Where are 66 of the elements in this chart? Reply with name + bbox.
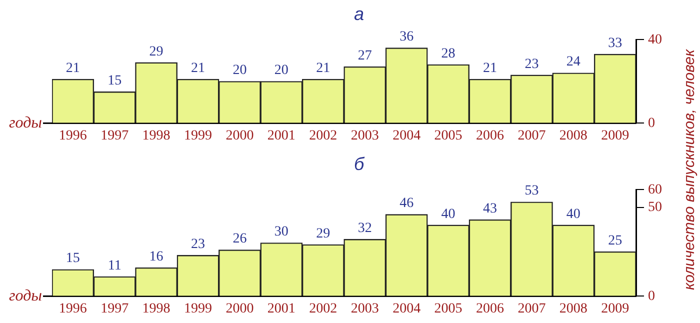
x-tick-label: 2007 [518,301,546,316]
x-tick-label: 2005 [434,128,462,144]
data-label: 27 [358,48,372,64]
x-tick-label: 1998 [142,301,170,316]
data-label: 32 [358,221,372,236]
x-tick-label: 2000 [226,128,254,144]
x-tick-label: 1999 [184,301,212,316]
data-label: 40 [566,206,580,222]
x-tick-label: 2002 [309,301,338,316]
data-label: 21 [316,60,330,76]
y-tick-label: 50 [648,200,662,216]
data-label: 16 [149,249,164,264]
data-label: 40 [441,206,456,222]
data-label: 24 [566,54,580,70]
y-axis-title: количество выпускников, человек [681,48,698,292]
x-tick-label: 2004 [392,301,421,316]
x-axis-title: годы [9,287,42,304]
chart-title: б [354,154,365,174]
x-tick-label: 2009 [601,128,630,144]
x-tick-label: 2000 [226,301,254,316]
data-label: 33 [608,36,622,51]
data-label: 30 [274,224,288,240]
x-tick-label: 1999 [184,128,212,144]
y-tick-label: 40 [648,32,662,48]
x-tick-label: 2008 [559,301,588,316]
x-tick-label: 1997 [100,128,129,144]
data-label: 28 [441,46,456,62]
data-label: 15 [66,251,80,266]
x-tick-label: 2006 [476,301,504,316]
data-label: 20 [232,63,247,78]
y-tick-label: 0 [648,288,655,304]
chart-title: а [354,4,364,24]
data-label: 26 [232,232,247,247]
data-label: 43 [483,201,497,216]
data-label: 53 [524,184,539,199]
data-label: 29 [316,226,330,242]
data-label: 21 [66,60,80,76]
data-label: 29 [149,44,164,60]
x-tick-label: 1998 [142,128,170,144]
data-label: 25 [608,233,622,248]
x-tick-label: 2007 [518,128,546,144]
x-tick-label: 2002 [309,128,338,144]
data-label: 21 [191,60,205,76]
y-tick-label: 0 [648,116,655,131]
x-tick-label: 2003 [350,128,379,144]
x-tick-label: 2008 [559,128,588,144]
data-label: 21 [483,60,497,76]
x-tick-label: 2003 [350,301,379,316]
data-label: 36 [400,30,414,45]
data-label: 23 [524,56,539,72]
data-label: 23 [191,237,205,252]
x-tick-label: 2006 [476,128,504,144]
x-tick-label: 2001 [267,301,296,316]
x-tick-label: 2005 [434,301,462,316]
x-tick-label: 2009 [601,301,630,316]
x-tick-label: 1997 [100,301,129,316]
data-label: 11 [108,258,122,274]
data-label: 15 [108,74,122,89]
x-tick-label: 1996 [58,301,87,316]
x-tick-label: 1996 [58,128,87,144]
data-label: 20 [274,63,288,78]
data-label: 46 [400,196,414,212]
y-tick-label: 60 [648,182,662,198]
x-axis-title: годы [9,114,42,132]
x-tick-label: 2004 [392,128,421,144]
x-tick-label: 2001 [267,128,296,144]
